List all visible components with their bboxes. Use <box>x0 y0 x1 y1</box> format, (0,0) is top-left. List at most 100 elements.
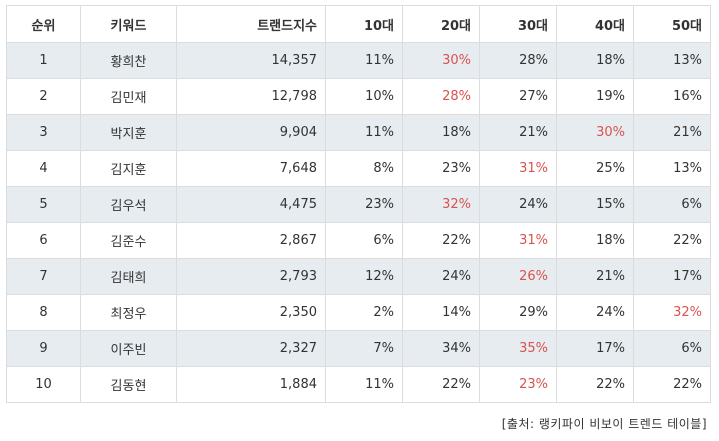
age-50s-cell: 17% <box>633 258 711 295</box>
age-40s-cell: 21% <box>556 258 634 295</box>
trend-index-cell: 12,798 <box>176 78 326 115</box>
rank-cell: 9 <box>6 330 81 367</box>
age-10s-cell: 23% <box>325 186 403 223</box>
keyword-cell: 김우석 <box>80 186 177 223</box>
age-10s-cell: 11% <box>325 42 403 79</box>
keyword-cell: 김동현 <box>80 366 177 403</box>
table-row: 10 김동현 1,884 11% 22% 23% 22% 22% <box>6 366 711 403</box>
keyword-cell: 최정우 <box>80 294 177 331</box>
header-age-50s: 50대 <box>633 5 711 43</box>
trend-index-cell: 2,327 <box>176 330 326 367</box>
rank-cell: 8 <box>6 294 81 331</box>
age-40s-cell: 19% <box>556 78 634 115</box>
age-30s-cell: 27% <box>479 78 557 115</box>
age-30s-cell: 35% <box>479 330 557 367</box>
header-age-30s: 30대 <box>479 5 557 43</box>
age-50s-cell: 32% <box>633 294 711 331</box>
keyword-cell: 김지훈 <box>80 150 177 187</box>
table-row: 7 김태희 2,793 12% 24% 26% 21% 17% <box>6 258 711 295</box>
header-age-40s: 40대 <box>556 5 634 43</box>
rank-cell: 1 <box>6 42 81 79</box>
table-row: 3 박지훈 9,904 11% 18% 21% 30% 21% <box>6 114 711 151</box>
age-20s-cell: 18% <box>402 114 480 151</box>
header-keyword: 키워드 <box>80 5 177 43</box>
age-50s-cell: 21% <box>633 114 711 151</box>
table-header-row: 순위 키워드 트랜드지수 10대 20대 30대 40대 50대 <box>6 5 711 43</box>
age-30s-cell: 24% <box>479 186 557 223</box>
table-row: 5 김우석 4,475 23% 32% 24% 15% 6% <box>6 186 711 223</box>
trend-index-cell: 2,793 <box>176 258 326 295</box>
age-30s-cell: 26% <box>479 258 557 295</box>
table-row: 6 김준수 2,867 6% 22% 31% 18% 22% <box>6 222 711 259</box>
trend-index-cell: 4,475 <box>176 186 326 223</box>
table-row: 8 최정우 2,350 2% 14% 29% 24% 32% <box>6 294 711 331</box>
age-50s-cell: 6% <box>633 330 711 367</box>
trend-index-cell: 2,867 <box>176 222 326 259</box>
age-30s-cell: 23% <box>479 366 557 403</box>
age-40s-cell: 30% <box>556 114 634 151</box>
source-caption: [출처: 랭키파이 비보이 트렌드 테이블] <box>501 417 707 431</box>
age-40s-cell: 18% <box>556 222 634 259</box>
header-trend-index: 트랜드지수 <box>176 5 326 43</box>
age-20s-cell: 22% <box>402 366 480 403</box>
table-row: 1 황희찬 14,357 11% 30% 28% 18% 13% <box>6 42 711 79</box>
rank-cell: 7 <box>6 258 81 295</box>
header-age-10s: 10대 <box>325 5 403 43</box>
age-50s-cell: 13% <box>633 150 711 187</box>
trend-table: 순위 키워드 트랜드지수 10대 20대 30대 40대 50대 1 황희찬 14,… <box>6 5 711 403</box>
age-30s-cell: 31% <box>479 150 557 187</box>
age-40s-cell: 15% <box>556 186 634 223</box>
age-40s-cell: 24% <box>556 294 634 331</box>
header-age-20s: 20대 <box>402 5 480 43</box>
keyword-cell: 황희찬 <box>80 42 177 79</box>
keyword-cell: 김준수 <box>80 222 177 259</box>
trend-index-cell: 9,904 <box>176 114 326 151</box>
age-20s-cell: 14% <box>402 294 480 331</box>
rank-cell: 2 <box>6 78 81 115</box>
rank-cell: 5 <box>6 186 81 223</box>
rank-cell: 6 <box>6 222 81 259</box>
age-40s-cell: 22% <box>556 366 634 403</box>
age-50s-cell: 16% <box>633 78 711 115</box>
table-row: 9 이주빈 2,327 7% 34% 35% 17% 6% <box>6 330 711 367</box>
age-10s-cell: 2% <box>325 294 403 331</box>
age-40s-cell: 17% <box>556 330 634 367</box>
age-10s-cell: 11% <box>325 366 403 403</box>
age-30s-cell: 21% <box>479 114 557 151</box>
rank-cell: 3 <box>6 114 81 151</box>
trend-index-cell: 1,884 <box>176 366 326 403</box>
age-20s-cell: 30% <box>402 42 480 79</box>
age-40s-cell: 18% <box>556 42 634 79</box>
age-40s-cell: 25% <box>556 150 634 187</box>
age-50s-cell: 6% <box>633 186 711 223</box>
trend-index-cell: 2,350 <box>176 294 326 331</box>
age-10s-cell: 11% <box>325 114 403 151</box>
age-10s-cell: 7% <box>325 330 403 367</box>
age-20s-cell: 34% <box>402 330 480 367</box>
table-row: 4 김지훈 7,648 8% 23% 31% 25% 13% <box>6 150 711 187</box>
age-20s-cell: 32% <box>402 186 480 223</box>
age-10s-cell: 8% <box>325 150 403 187</box>
header-rank: 순위 <box>6 5 81 43</box>
age-10s-cell: 12% <box>325 258 403 295</box>
age-30s-cell: 31% <box>479 222 557 259</box>
age-20s-cell: 22% <box>402 222 480 259</box>
keyword-cell: 김태희 <box>80 258 177 295</box>
age-30s-cell: 28% <box>479 42 557 79</box>
age-50s-cell: 22% <box>633 366 711 403</box>
keyword-cell: 박지훈 <box>80 114 177 151</box>
age-20s-cell: 23% <box>402 150 480 187</box>
keyword-cell: 이주빈 <box>80 330 177 367</box>
keyword-cell: 김민재 <box>80 78 177 115</box>
age-50s-cell: 13% <box>633 42 711 79</box>
trend-index-cell: 7,648 <box>176 150 326 187</box>
rank-cell: 4 <box>6 150 81 187</box>
age-10s-cell: 6% <box>325 222 403 259</box>
age-20s-cell: 24% <box>402 258 480 295</box>
age-50s-cell: 22% <box>633 222 711 259</box>
table-row: 2 김민재 12,798 10% 28% 27% 19% 16% <box>6 78 711 115</box>
age-20s-cell: 28% <box>402 78 480 115</box>
age-10s-cell: 10% <box>325 78 403 115</box>
trend-index-cell: 14,357 <box>176 42 326 79</box>
